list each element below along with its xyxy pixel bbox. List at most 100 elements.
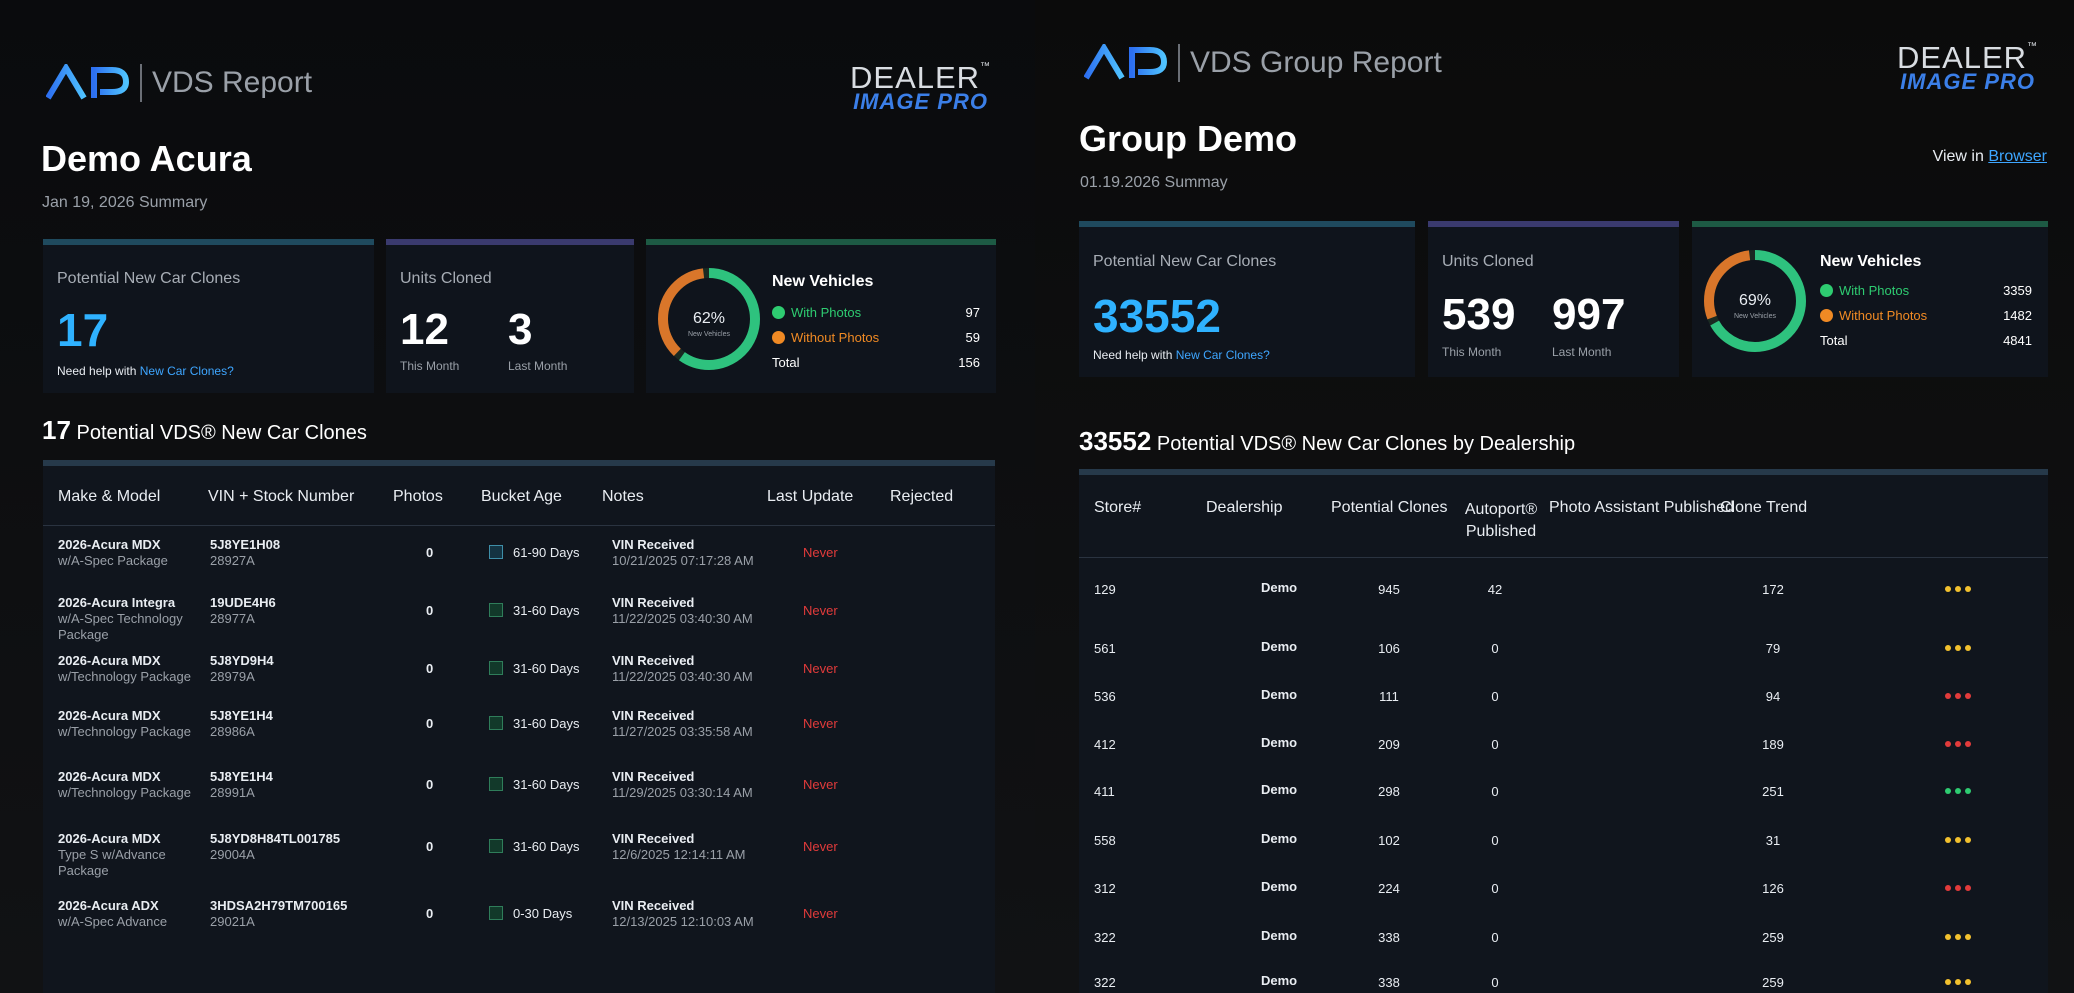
row-clones: 945 — [1378, 582, 1400, 597]
th-bucket-age: Bucket Age — [481, 488, 562, 505]
th-vin-stock: VIN + Stock Number — [208, 488, 355, 505]
row-last-update: Never — [803, 906, 838, 921]
clone-trend-dots — [1945, 586, 1971, 592]
row-note: VIN Received — [612, 537, 695, 552]
row-photos: 0 — [426, 545, 434, 560]
bucket-label: 31-60 Days — [513, 839, 580, 854]
row-store: 322 — [1094, 930, 1116, 945]
row-note-date: 10/21/2025 07:17:28 AM — [612, 553, 754, 568]
clones-count: 33552 — [1093, 290, 1221, 342]
logo-separator — [1178, 44, 1180, 82]
th-rejected: Rejected — [890, 488, 954, 505]
row-bucket: 31-60 Days — [489, 777, 579, 792]
row-photo-assistant: 94 — [1765, 689, 1781, 704]
trend-dot-icon — [1945, 645, 1951, 651]
trend-dot-icon — [1955, 645, 1961, 651]
trend-dot-icon — [1945, 979, 1951, 985]
trend-dot-icon — [1955, 885, 1961, 891]
dealer-image-pro-logo: DEALER™ IMAGE PRO — [850, 62, 991, 113]
row-model: 2026-Acura ADX — [58, 898, 159, 913]
with-photos-row: With Photos — [772, 305, 861, 320]
summary-date: 01.19.2026 Summay — [1080, 174, 1228, 191]
row-note-date: 11/22/2025 03:40:30 AM — [612, 611, 753, 626]
row-autoport: 0 — [1491, 881, 1499, 896]
row-store: 536 — [1094, 689, 1116, 704]
units-cloned-card: Units Cloned 539 This Month 997 Last Mon… — [1428, 221, 1679, 377]
photos-ring-chart: 69% New Vehicles — [1704, 250, 1806, 352]
trend-dot-icon — [1945, 788, 1951, 794]
ap-logo-icon — [46, 64, 130, 100]
clones-count: 17 — [57, 304, 109, 356]
row-vin: 5J8YD8H84TL001785 — [210, 831, 341, 846]
row-last-update: Never — [803, 777, 838, 792]
row-last-update: Never — [803, 839, 838, 854]
clone-trend-dots — [1945, 885, 1971, 891]
help-link[interactable]: New Car Clones? — [1175, 348, 1270, 362]
trend-dot-icon — [1945, 693, 1951, 699]
row-last-update: Never — [803, 545, 838, 560]
row-autoport: 0 — [1491, 784, 1499, 799]
row-note-date: 11/27/2025 03:35:58 AM — [612, 724, 753, 739]
trend-dot-icon — [1945, 885, 1951, 891]
row-note: VIN Received — [612, 898, 695, 913]
bucket-square-icon — [489, 661, 503, 675]
clone-trend-dots — [1945, 693, 1971, 699]
bucket-label: 31-60 Days — [513, 777, 580, 792]
row-photos: 0 — [426, 603, 434, 618]
clone-trend-dots — [1945, 934, 1971, 940]
vds-group-report-panel: VDS Group Report DEALER™ IMAGE PRO Group… — [1035, 0, 2074, 993]
bucket-label: 31-60 Days — [513, 661, 580, 676]
total-value: 4841 — [2003, 333, 2032, 348]
bucket-square-icon — [489, 603, 503, 617]
row-photos: 0 — [426, 777, 434, 792]
units-cloned-card: Units Cloned 12 This Month 3 Last Month — [386, 239, 634, 393]
with-photos-value: 3359 — [2003, 283, 2032, 298]
bucket-square-icon — [489, 716, 503, 730]
row-photos: 0 — [426, 906, 434, 921]
trend-dot-icon — [1965, 979, 1971, 985]
bucket-label: 61-90 Days — [513, 545, 580, 560]
header-divider — [43, 525, 995, 526]
row-trim: w/Technology Package — [58, 724, 191, 739]
th-store: Store# — [1094, 499, 1142, 516]
without-photos-label: Without Photos — [1839, 308, 1928, 323]
row-autoport: 0 — [1491, 930, 1499, 945]
row-note: VIN Received — [612, 769, 695, 784]
row-clones: 298 — [1378, 784, 1400, 799]
row-photos: 0 — [426, 839, 434, 854]
row-bucket: 61-90 Days — [489, 545, 579, 560]
row-autoport: 42 — [1487, 582, 1503, 597]
row-stock: 28977A — [210, 611, 255, 626]
row-store: 322 — [1094, 975, 1116, 990]
clones-table: Make & Model VIN + Stock Number Photos B… — [43, 460, 995, 993]
browser-link[interactable]: Browser — [1988, 148, 2047, 165]
row-photo-assistant: 259 — [1762, 975, 1784, 990]
trend-dot-icon — [1955, 693, 1961, 699]
frown-icon — [772, 331, 785, 344]
row-model: 2026-Acura Integra — [58, 595, 176, 610]
th-dealership: Dealership — [1206, 499, 1283, 516]
trend-dot-icon — [1965, 645, 1971, 651]
total-label: Total — [772, 355, 800, 370]
trend-dot-icon — [1965, 885, 1971, 891]
without-photos-row: Without Photos — [1820, 308, 1927, 323]
row-clones: 209 — [1378, 737, 1400, 752]
trend-dot-icon — [1965, 693, 1971, 699]
without-photos-label: Without Photos — [791, 330, 880, 345]
with-photos-value: 97 — [965, 305, 980, 320]
row-stock: 28927A — [210, 553, 255, 568]
row-dealership: Demo — [1261, 973, 1298, 988]
row-autoport: 0 — [1491, 833, 1499, 848]
row-autoport: 0 — [1491, 737, 1499, 752]
last-month-label: Last Month — [508, 359, 568, 373]
brand-top: DEALER — [1897, 40, 2028, 75]
row-dealership: Demo — [1261, 831, 1298, 846]
row-vin: 5J8YD9H4 — [210, 653, 274, 668]
trend-dot-icon — [1945, 741, 1951, 747]
clone-trend-dots — [1945, 837, 1971, 843]
row-bucket: 31-60 Days — [489, 661, 579, 676]
clones-card: Potential New Car Clones 33552 Need help… — [1079, 221, 1415, 377]
help-link[interactable]: New Car Clones? — [139, 364, 234, 378]
smile-icon — [772, 306, 785, 319]
clone-trend-dots — [1945, 741, 1971, 747]
